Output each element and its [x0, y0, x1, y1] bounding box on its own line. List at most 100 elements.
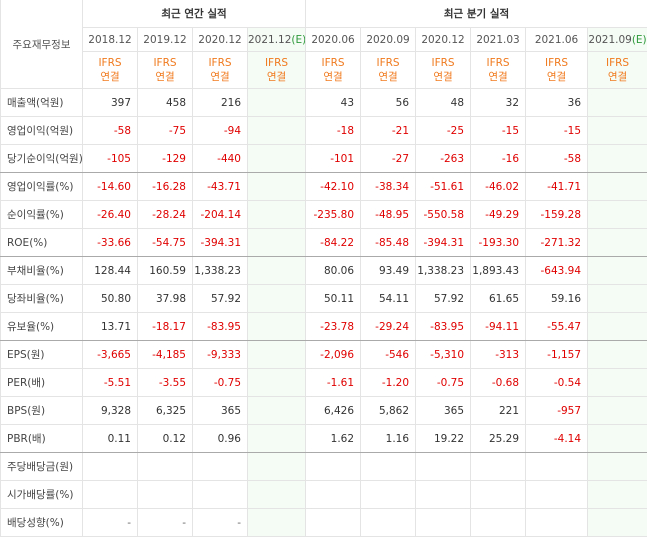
- value-cell: -546: [360, 340, 417, 369]
- value-cell: 9,328: [82, 396, 138, 425]
- value-cell: 0.12: [137, 424, 193, 453]
- value-cell: [470, 480, 527, 509]
- value-cell: 13.71: [82, 312, 138, 341]
- value-cell: [137, 480, 193, 509]
- value-cell: -2,096: [305, 340, 362, 369]
- value-cell: [246, 144, 307, 173]
- value-cell: -14.60: [82, 172, 138, 201]
- value-cell: -41.71: [525, 172, 589, 201]
- data-row: 당기순이익(억원) -105 -129 -440 -101 -27 -263 -16 -58: [0, 144, 647, 173]
- value-cell: [587, 368, 647, 397]
- value-cell: [305, 480, 362, 509]
- value-cell: -0.75: [415, 368, 472, 397]
- value-cell: -5.51: [82, 368, 138, 397]
- period-label: 2021.09: [588, 33, 632, 46]
- value-cell: -33.66: [82, 228, 138, 257]
- value-cell: 93.49: [360, 256, 417, 285]
- estimate-mark: (E): [631, 33, 647, 46]
- value-cell: -94: [192, 116, 248, 145]
- period-label: 2020.12: [198, 33, 242, 46]
- value-cell: -28.24: [137, 200, 193, 229]
- basis: IFRS 연결: [82, 51, 138, 89]
- value-cell: [192, 452, 248, 481]
- value-cell: 1,893.43: [470, 256, 527, 285]
- value-cell: [192, 480, 248, 509]
- value-cell: [587, 228, 647, 257]
- value-cell: 0.11: [82, 424, 138, 453]
- value-cell: [246, 424, 307, 453]
- value-cell: -3.55: [137, 368, 193, 397]
- period-label: 2021.03: [476, 33, 520, 46]
- value-cell: -94.11: [470, 312, 527, 341]
- value-cell: -16.28: [137, 172, 193, 201]
- row-label: 주당배당금(원): [0, 452, 83, 481]
- row-label: 영업이익률(%): [0, 172, 83, 201]
- data-row: 영업이익률(%) -14.60 -16.28 -43.71 -42.10 -38.34 -5…: [0, 172, 647, 201]
- value-cell: 5,862: [360, 396, 417, 425]
- value-cell: -55.47: [525, 312, 589, 341]
- basis: IFRS 연결: [470, 51, 527, 89]
- value-cell: -1.61: [305, 368, 362, 397]
- value-cell: -54.75: [137, 228, 193, 257]
- value-cell: [246, 88, 307, 117]
- data-row: 당좌비율(%) 50.80 37.98 57.92 50.11 54.11 57.92 61.…: [0, 284, 647, 313]
- value-cell: [470, 452, 527, 481]
- value-cell: [246, 452, 307, 481]
- value-cell: -15: [470, 116, 527, 145]
- row-label: BPS(원): [0, 396, 83, 425]
- data-row: 매출액(억원) 397 458 216 43 56 48 32 36: [0, 88, 647, 117]
- value-cell: 1.62: [305, 424, 362, 453]
- row-label: PBR(배): [0, 424, 83, 453]
- period: 2020.09: [360, 27, 417, 52]
- data-row: 유보율(%) 13.71 -18.17 -83.95 -23.78 -29.24 -83.9…: [0, 312, 647, 341]
- annual-header: 최근 연간 실적: [81, 0, 307, 28]
- value-cell: -0.75: [192, 368, 248, 397]
- value-cell: [246, 340, 307, 369]
- value-cell: [415, 508, 472, 537]
- data-row: 순이익률(%) -26.40 -28.24 -204.14 -235.80 -48.95-…: [0, 200, 647, 229]
- value-cell: [470, 508, 527, 537]
- value-cell: [246, 508, 307, 537]
- value-cell: [246, 116, 307, 145]
- value-cell: -51.61: [415, 172, 472, 201]
- scope-label: 연결: [433, 71, 453, 83]
- value-cell: 50.80: [82, 284, 138, 313]
- value-cell: 365: [415, 396, 472, 425]
- value-cell: -27: [360, 144, 417, 173]
- value-cell: [587, 396, 647, 425]
- value-cell: 0.96: [192, 424, 248, 453]
- period-label: 2020.12: [421, 33, 465, 46]
- value-cell: 43: [305, 88, 362, 117]
- value-cell: 458: [137, 88, 193, 117]
- row-label: 순이익률(%): [0, 200, 83, 229]
- value-cell: -643.94: [525, 256, 589, 285]
- period: 2021.06: [525, 27, 589, 52]
- row-label: 배당성향(%): [0, 508, 83, 537]
- value-cell: -101: [305, 144, 362, 173]
- data-row: 영업이익(억원) -58 -75 -94 -18 -21 -25 -15 -15: [0, 116, 647, 145]
- period: 2020.12: [192, 27, 248, 52]
- value-cell: -204.14: [192, 200, 248, 229]
- data-row: 주당배당금(원): [0, 452, 647, 481]
- value-cell: -29.24: [360, 312, 417, 341]
- value-cell: -75: [137, 116, 193, 145]
- value-cell: 221: [470, 396, 527, 425]
- value-cell: [246, 284, 307, 313]
- data-row: PER(배) -5.51 -3.55 -0.75 -1.61 -1.20 -0.75 -0.6…: [0, 368, 647, 397]
- value-cell: 80.06: [305, 256, 362, 285]
- value-cell: -58: [82, 116, 138, 145]
- header-row: 주요재무정보 최근 연간 실적 최근 분기 실적: [0, 0, 647, 89]
- value-cell: -1,157: [525, 340, 589, 369]
- value-cell: [587, 144, 647, 173]
- value-cell: [137, 452, 193, 481]
- value-cell: [246, 228, 307, 257]
- value-cell: 397: [82, 88, 138, 117]
- value-cell: -26.40: [82, 200, 138, 229]
- data-row: PBR(배) 0.11 0.12 0.96 1.62 1.16 19.22 25.29 -4.1…: [0, 424, 647, 453]
- value-cell: [525, 508, 589, 537]
- row-label: 시가배당률(%): [0, 480, 83, 509]
- value-cell: 57.92: [192, 284, 248, 313]
- value-cell: -394.31: [192, 228, 248, 257]
- period-label: 2021.12: [248, 33, 292, 46]
